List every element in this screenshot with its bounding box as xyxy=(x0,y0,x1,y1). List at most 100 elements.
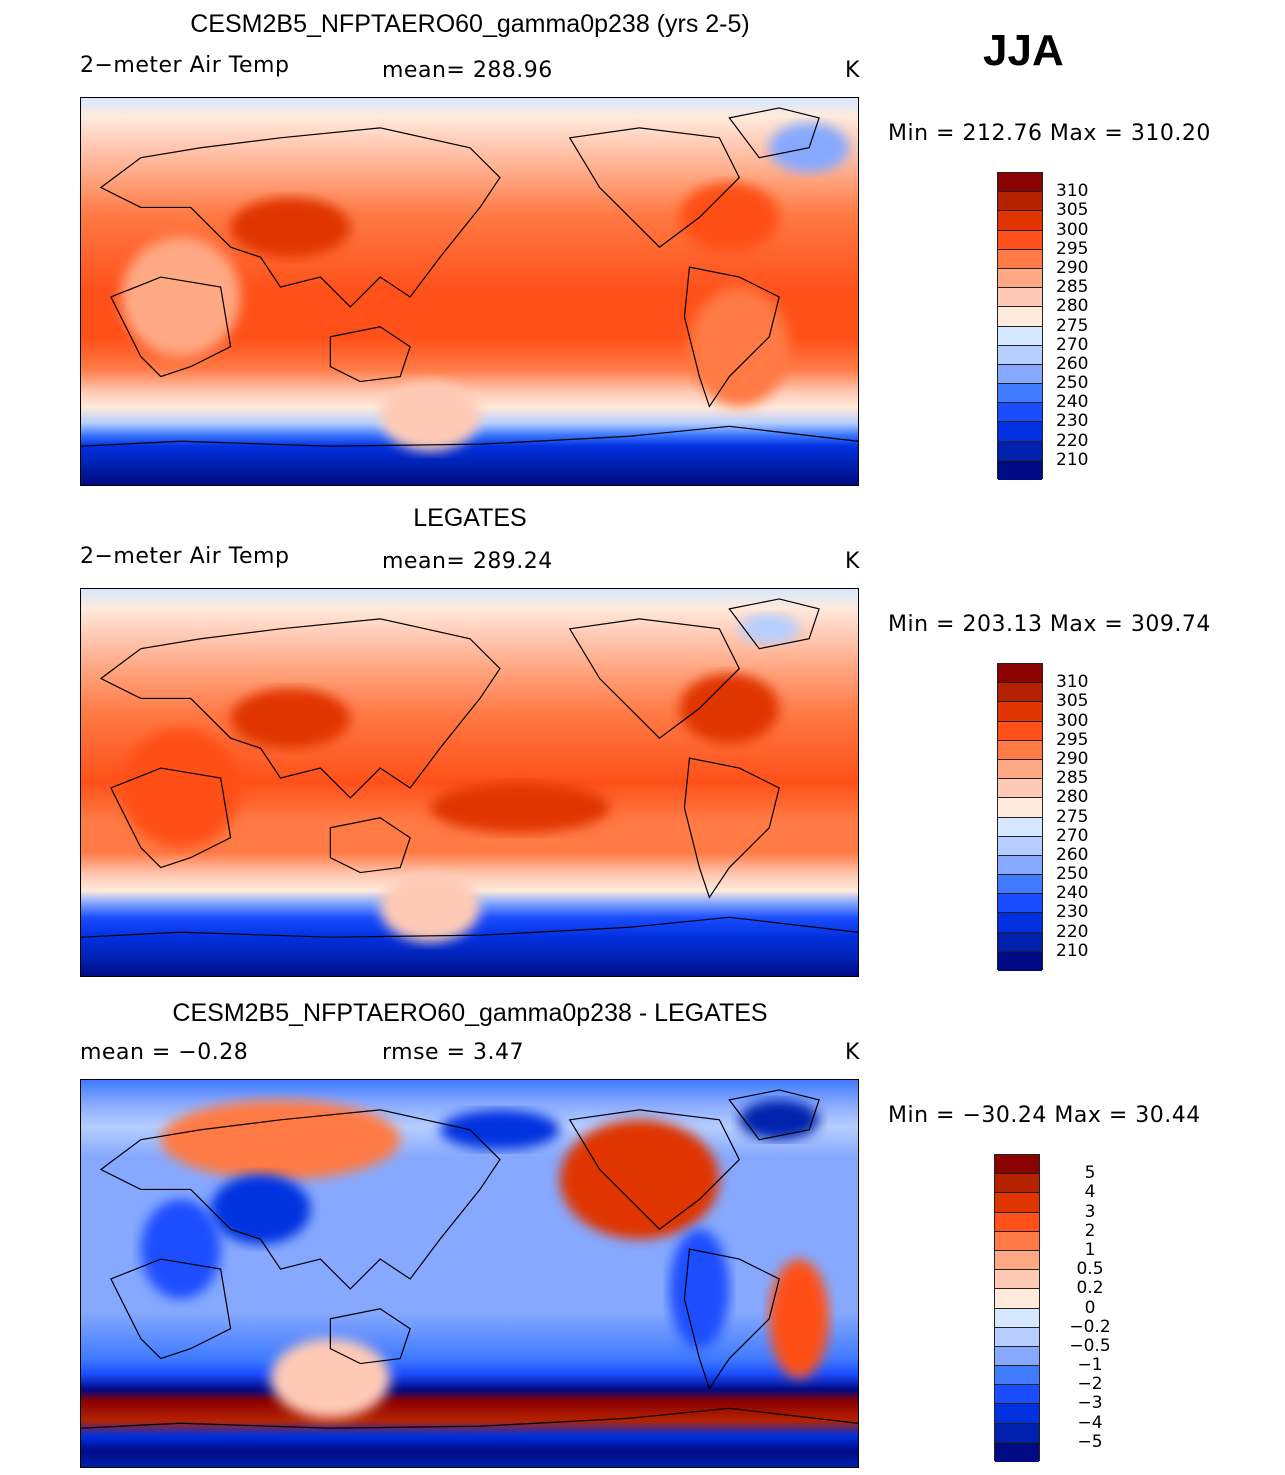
colorbar-tick-label: 275 xyxy=(1056,315,1089,336)
colorbar-swatch xyxy=(998,268,1042,289)
colorbar-swatch xyxy=(995,1250,1039,1271)
contour-region xyxy=(739,613,800,644)
colorbar-swatch xyxy=(995,1289,1039,1309)
colorbar-tick-label: 300 xyxy=(1056,219,1089,240)
colorbar-tick-label: 290 xyxy=(1056,748,1089,769)
panel-2-colorbar xyxy=(997,663,1043,971)
colorbar-swatch xyxy=(998,326,1042,346)
colorbar-swatch xyxy=(995,1270,1039,1290)
colorbar-tick-label: 220 xyxy=(1056,430,1089,451)
contour-region xyxy=(230,197,351,258)
coastline xyxy=(99,1109,501,1290)
colorbar-tick-label: 285 xyxy=(1056,277,1089,298)
colorbar-tick-label: 2 xyxy=(1084,1220,1096,1241)
panel-3-rmse: rmse = 3.47 xyxy=(382,1040,524,1065)
season-label: JJA xyxy=(983,26,1064,75)
panel-1-mean: mean= 288.96 xyxy=(382,58,553,83)
coastline xyxy=(329,1308,411,1365)
colorbar-swatch xyxy=(995,1308,1039,1328)
contour-region xyxy=(669,1229,730,1349)
coastline xyxy=(110,1258,232,1360)
colorbar-swatch xyxy=(998,460,1042,480)
colorbar-swatch xyxy=(998,173,1042,193)
colorbar-swatch xyxy=(998,345,1042,365)
colorbar-tick-label: −0.5 xyxy=(1069,1335,1111,1356)
contour-region xyxy=(380,872,480,943)
colorbar-tick-label: 240 xyxy=(1056,392,1089,413)
panel-2-variable: 2−meter Air Temp xyxy=(80,544,290,569)
panel-3-title: CESM2B5_NFPTAERO60_gamma0p238 - LEGATES xyxy=(172,999,768,1027)
colorbar-swatch xyxy=(995,1212,1039,1232)
panel-1-variable: 2−meter Air Temp xyxy=(80,53,290,78)
colorbar-tick-label: 1 xyxy=(1084,1239,1096,1260)
colorbar-tick-label: 275 xyxy=(1056,806,1089,827)
colorbar-tick-label: 5 xyxy=(1084,1163,1096,1184)
colorbar-swatch xyxy=(995,1404,1039,1424)
colorbar-swatch xyxy=(995,1366,1039,1386)
panel-3-colorbar xyxy=(994,1154,1040,1462)
contour-region xyxy=(440,1109,560,1150)
colorbar-tick-label: −3 xyxy=(1077,1393,1103,1414)
coastline xyxy=(329,817,411,874)
contour-region xyxy=(380,381,480,452)
colorbar-tick-label: 285 xyxy=(1056,768,1089,789)
colorbar-tick-label: 220 xyxy=(1056,921,1089,942)
colorbar-tick-label: 310 xyxy=(1056,672,1089,693)
colorbar-swatch xyxy=(998,721,1042,741)
colorbar-tick-label: 295 xyxy=(1056,238,1089,259)
colorbar-tick-label: −1 xyxy=(1077,1355,1103,1376)
colorbar-tick-label: 230 xyxy=(1056,902,1089,923)
colorbar-tick-label: 280 xyxy=(1056,296,1089,317)
colorbar-swatch xyxy=(998,422,1042,442)
colorbar-swatch xyxy=(998,441,1042,461)
colorbar-tick-label: 260 xyxy=(1056,353,1089,374)
panel-2-map xyxy=(80,588,859,977)
colorbar-swatch xyxy=(998,951,1042,971)
colorbar-tick-label: −4 xyxy=(1077,1412,1103,1433)
contour-region xyxy=(679,673,780,744)
panel-3-mean: mean = −0.28 xyxy=(80,1040,249,1065)
colorbar-swatch xyxy=(998,913,1042,933)
coastline xyxy=(329,326,411,383)
panel-3-minmax: Min = −30.24 Max = 30.44 xyxy=(888,1103,1201,1128)
colorbar-swatch xyxy=(995,1442,1039,1462)
panel-2-title: LEGATES xyxy=(413,504,527,532)
colorbar-swatch xyxy=(998,288,1042,308)
colorbar-swatch xyxy=(998,364,1042,385)
colorbar-swatch xyxy=(998,702,1042,722)
colorbar-swatch xyxy=(998,230,1042,250)
colorbar-swatch xyxy=(998,817,1042,837)
coastline xyxy=(81,1407,858,1429)
colorbar-tick-label: 250 xyxy=(1056,864,1089,885)
colorbar-tick-label: −2 xyxy=(1077,1374,1103,1395)
panel-2-minmax: Min = 203.13 Max = 309.74 xyxy=(888,612,1211,637)
colorbar-swatch xyxy=(998,894,1042,914)
colorbar-swatch xyxy=(998,740,1042,760)
panel-1-title: CESM2B5_NFPTAERO60_gamma0p238 (yrs 2-5) xyxy=(190,10,750,38)
colorbar-swatch xyxy=(998,779,1042,799)
colorbar-tick-label: 310 xyxy=(1056,181,1089,202)
colorbar-swatch xyxy=(998,249,1042,269)
colorbar-swatch xyxy=(998,855,1042,876)
colorbar-swatch xyxy=(998,683,1042,703)
colorbar-tick-label: 4 xyxy=(1084,1182,1096,1203)
colorbar-swatch xyxy=(998,307,1042,327)
coastline xyxy=(110,767,232,869)
coastline xyxy=(728,1089,820,1141)
panel-3-map xyxy=(80,1079,859,1468)
colorbar-swatch xyxy=(995,1174,1039,1194)
contour-region xyxy=(769,1259,830,1379)
colorbar-tick-label: 260 xyxy=(1056,844,1089,865)
colorbar-swatch xyxy=(998,875,1042,895)
contour-region xyxy=(160,1099,401,1180)
panel-2-units: K xyxy=(845,549,860,574)
colorbar-tick-label: 270 xyxy=(1056,825,1089,846)
colorbar-tick-label: 3 xyxy=(1084,1201,1096,1222)
colorbar-swatch xyxy=(998,403,1042,423)
contour-region xyxy=(270,1338,391,1419)
colorbar-swatch xyxy=(995,1193,1039,1213)
colorbar-tick-label: 295 xyxy=(1056,729,1089,750)
contour-region xyxy=(230,688,351,749)
coastline xyxy=(99,127,501,308)
colorbar-tick-label: 300 xyxy=(1056,710,1089,731)
